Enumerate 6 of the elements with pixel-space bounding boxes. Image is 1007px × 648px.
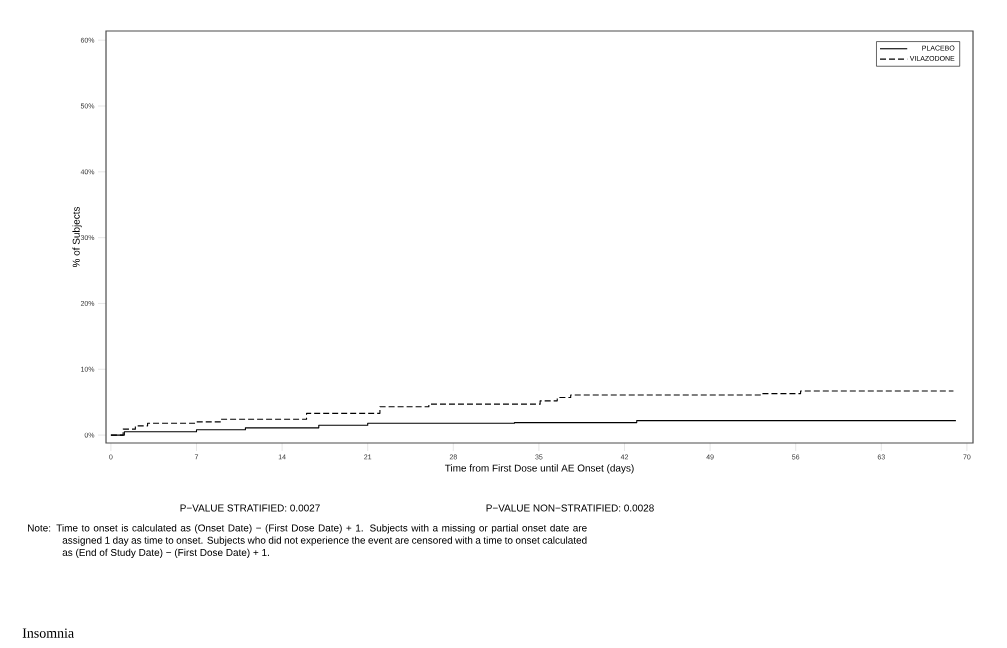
text: P−VALUE STRATIFIED: 0.0027 <box>180 504 320 512</box>
text: Note: Time to onset is calculated as (Onset Date) − (First Dose Date) + 1. Subjects with a missing or partial onset date are assigned 1 day as time to onset. Subjects who did not experience the event are censored with a time to onset calculated as (End of Study Date) − (First Dose Date) + 1. <box>28 524 587 558</box>
text: P−VALUE NON−STRATIFIED: 0.0028 <box>486 504 654 512</box>
text: Insomnia <box>22 628 74 638</box>
x-axis-title: Time from First Dose until AE Onset (days) <box>444 464 634 474</box>
y-axis-title: % of Subjects <box>72 206 82 268</box>
